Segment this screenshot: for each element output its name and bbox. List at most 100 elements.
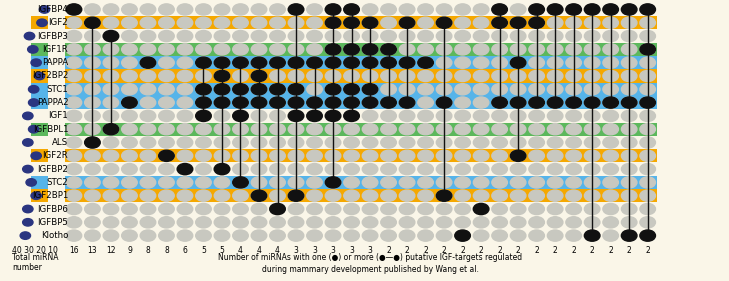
Circle shape [233, 97, 249, 108]
Circle shape [621, 57, 637, 68]
Circle shape [214, 177, 230, 188]
Circle shape [159, 150, 174, 161]
Circle shape [122, 97, 137, 108]
Circle shape [325, 71, 341, 81]
Circle shape [214, 164, 230, 175]
Circle shape [399, 44, 415, 55]
Circle shape [122, 71, 137, 81]
Circle shape [418, 57, 433, 68]
Circle shape [621, 97, 637, 108]
Circle shape [270, 84, 285, 95]
Circle shape [362, 84, 378, 95]
Circle shape [437, 150, 452, 161]
Circle shape [288, 4, 304, 15]
Circle shape [252, 84, 267, 95]
Circle shape [492, 110, 507, 121]
Circle shape [20, 232, 31, 239]
Circle shape [547, 71, 563, 81]
Circle shape [288, 124, 304, 135]
Circle shape [214, 124, 230, 135]
Text: 2: 2 [424, 246, 428, 255]
Circle shape [233, 150, 249, 161]
Text: 40 30 20 10: 40 30 20 10 [12, 246, 58, 255]
Circle shape [418, 84, 433, 95]
Text: IGFBP3: IGFBP3 [37, 31, 69, 40]
Circle shape [510, 150, 526, 161]
Circle shape [233, 137, 249, 148]
Circle shape [122, 177, 137, 188]
Circle shape [473, 217, 489, 228]
Text: IGFBPL1: IGFBPL1 [33, 125, 69, 134]
Circle shape [418, 17, 433, 28]
Text: 2: 2 [442, 246, 446, 255]
Circle shape [159, 57, 174, 68]
Circle shape [214, 164, 230, 175]
Circle shape [437, 217, 452, 228]
Circle shape [66, 84, 82, 95]
Circle shape [455, 110, 470, 121]
Circle shape [473, 177, 489, 188]
Circle shape [195, 97, 211, 108]
Circle shape [362, 164, 378, 175]
Circle shape [140, 97, 156, 108]
Circle shape [362, 44, 378, 55]
Circle shape [288, 164, 304, 175]
Circle shape [344, 84, 359, 95]
Circle shape [325, 230, 341, 241]
Circle shape [621, 17, 637, 28]
Circle shape [381, 57, 397, 68]
Circle shape [66, 217, 82, 228]
Circle shape [603, 57, 618, 68]
Circle shape [307, 217, 322, 228]
Circle shape [195, 57, 211, 68]
Circle shape [104, 137, 119, 148]
Circle shape [159, 217, 174, 228]
Circle shape [288, 84, 304, 95]
Circle shape [288, 57, 304, 68]
Circle shape [437, 30, 452, 42]
Circle shape [585, 164, 600, 175]
Circle shape [547, 30, 563, 42]
Circle shape [288, 230, 304, 241]
Circle shape [288, 30, 304, 42]
Circle shape [455, 97, 470, 108]
Text: 6: 6 [182, 246, 187, 255]
Circle shape [270, 57, 285, 68]
Circle shape [547, 110, 563, 121]
Circle shape [381, 150, 397, 161]
Circle shape [344, 230, 359, 241]
Circle shape [288, 97, 304, 108]
Circle shape [640, 110, 655, 121]
Circle shape [270, 177, 285, 188]
Circle shape [85, 137, 100, 148]
Circle shape [233, 44, 249, 55]
Circle shape [344, 124, 359, 135]
Circle shape [381, 44, 397, 55]
Text: Total miRNA
number: Total miRNA number [12, 253, 58, 272]
Circle shape [437, 164, 452, 175]
Circle shape [104, 84, 119, 95]
Circle shape [159, 44, 174, 55]
Circle shape [585, 230, 600, 241]
Circle shape [492, 97, 507, 108]
Circle shape [344, 57, 359, 68]
Circle shape [547, 150, 563, 161]
Circle shape [547, 84, 563, 95]
Circle shape [566, 137, 582, 148]
Circle shape [585, 4, 600, 15]
Circle shape [418, 137, 433, 148]
Circle shape [140, 164, 156, 175]
Text: PAPPA: PAPPA [42, 58, 69, 67]
Circle shape [418, 203, 433, 215]
Circle shape [270, 71, 285, 81]
Circle shape [437, 203, 452, 215]
Circle shape [177, 164, 192, 175]
Circle shape [455, 71, 470, 81]
Circle shape [140, 71, 156, 81]
Circle shape [66, 4, 82, 15]
Circle shape [547, 203, 563, 215]
Circle shape [288, 97, 304, 108]
Circle shape [603, 44, 618, 55]
Text: Klotho: Klotho [41, 231, 69, 240]
Circle shape [381, 137, 397, 148]
